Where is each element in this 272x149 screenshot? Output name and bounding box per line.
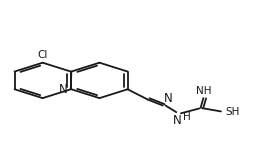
Text: N: N [58, 83, 67, 96]
Text: Cl: Cl [38, 51, 48, 60]
Text: SH: SH [225, 107, 239, 117]
Text: NH: NH [196, 86, 211, 96]
Text: H: H [183, 112, 190, 122]
Text: N: N [173, 114, 182, 127]
Text: N: N [163, 92, 172, 105]
